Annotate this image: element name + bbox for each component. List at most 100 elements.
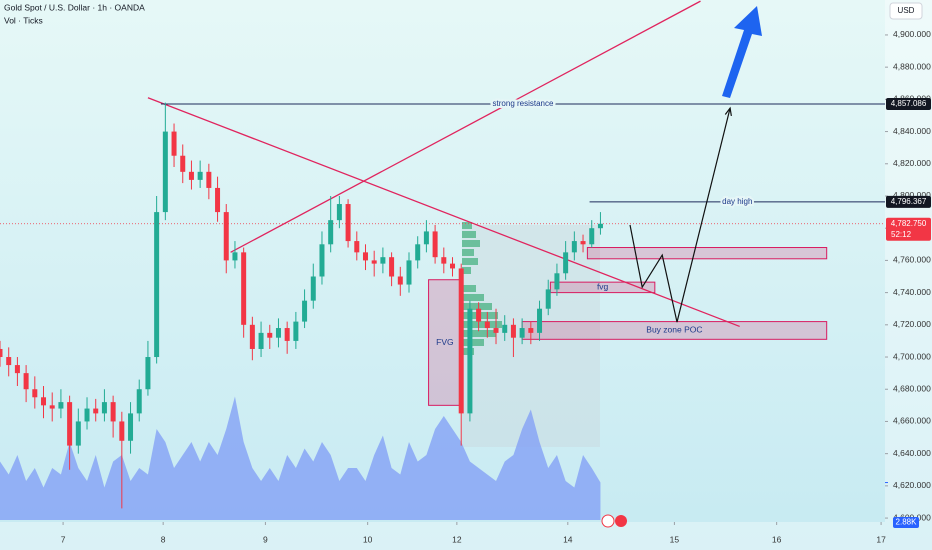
candle-body <box>545 289 551 309</box>
level-price-label: 4,796.367 <box>891 197 927 206</box>
candle-body <box>458 268 464 414</box>
y-tick-label: 4,800.000 <box>893 190 931 200</box>
candle-body <box>41 397 47 406</box>
candle-body <box>171 131 177 156</box>
level-label: day high <box>722 197 752 206</box>
projection-arrowhead <box>724 106 732 117</box>
candle-body <box>145 357 151 390</box>
currency-label[interactable]: USD <box>898 6 915 15</box>
last-price-box <box>886 217 931 241</box>
y-tick-label: 4,740.000 <box>893 287 931 297</box>
candle-body <box>14 365 20 374</box>
flag-icon <box>615 515 627 527</box>
candle-body <box>232 252 238 261</box>
candle-body <box>476 308 482 322</box>
candle-body <box>84 408 90 422</box>
zone-label: Buy zone POC <box>646 325 702 335</box>
x-tick-label: 16 <box>772 534 782 544</box>
volume-profile-bar <box>462 231 476 238</box>
candle-body <box>354 241 360 253</box>
candle-body <box>371 260 377 264</box>
currency-button[interactable] <box>889 2 923 20</box>
candle-body <box>589 228 595 245</box>
volume-profile-bar <box>462 267 471 274</box>
candle-body <box>180 155 186 172</box>
candle-body <box>406 260 412 285</box>
level-price-box <box>886 98 931 111</box>
volume-profile-bar <box>462 222 472 229</box>
volume-profile-bar <box>462 321 502 328</box>
candle-body <box>345 204 351 242</box>
zone <box>549 281 656 294</box>
candle-body <box>580 241 586 245</box>
y-tick-label: 4,760.000 <box>893 255 931 265</box>
volume-profile-bar <box>462 339 484 346</box>
y-tick-label: 4,720.000 <box>893 319 931 329</box>
candle-body <box>432 231 438 258</box>
candle-body <box>128 413 134 441</box>
lines-layer <box>0 0 885 328</box>
y-tick-label: 4,660.000 <box>893 416 931 426</box>
y-tick-label: 4,880.000 <box>893 61 931 71</box>
candle-body <box>197 171 203 180</box>
x-tick-label: 9 <box>263 534 268 544</box>
y-tick-label: 4,840.000 <box>893 126 931 136</box>
candles-layer <box>0 102 603 509</box>
volume-value-label: 2.88K <box>896 518 918 527</box>
zone <box>428 279 462 406</box>
countdown-label: 52:12 <box>891 230 912 239</box>
volume-profile-bar <box>462 303 492 310</box>
volume-profile-bar <box>462 240 480 247</box>
zone-label: FVG <box>436 337 453 347</box>
x-tick-label: 8 <box>161 534 166 544</box>
level-price-box <box>886 195 931 208</box>
candle-body <box>554 273 560 290</box>
event-icon <box>601 514 615 528</box>
candle-body <box>6 357 12 366</box>
candle-body <box>267 332 273 338</box>
indicator-label: Vol · Ticks <box>4 15 43 25</box>
y-tick-label: 4,900.000 <box>893 29 931 39</box>
candle-body <box>450 263 456 269</box>
candle-body <box>441 257 447 264</box>
y-tick-label: 4,640.000 <box>893 448 931 458</box>
candle-body <box>510 324 516 338</box>
candle-body <box>67 402 73 446</box>
projection-path <box>629 107 731 323</box>
candle-body <box>249 324 255 349</box>
y-tick-label: 4,700.000 <box>893 351 931 361</box>
candle-body <box>519 328 525 338</box>
candle-body <box>32 389 38 398</box>
x-tick-label: 17 <box>876 534 886 544</box>
candle-body <box>597 223 603 229</box>
candle-body <box>275 328 281 338</box>
trend-line <box>230 0 701 253</box>
candle-body <box>563 252 569 274</box>
candle-body <box>293 321 299 341</box>
candle-body <box>528 328 534 333</box>
candle-body <box>571 241 577 253</box>
volume-profile-bar <box>462 285 476 292</box>
candle-body <box>380 257 386 264</box>
candle-body <box>328 220 334 245</box>
candle-body <box>336 204 342 221</box>
candle-body <box>415 244 421 261</box>
candle-body <box>537 308 543 333</box>
volume-profile-bar <box>462 249 474 256</box>
zones-layer <box>428 247 828 406</box>
candle-body <box>119 421 125 441</box>
candle-body <box>188 171 194 180</box>
candle-body <box>162 131 168 213</box>
level-label: strong resistance <box>493 99 554 108</box>
time-axis-bg <box>0 522 885 550</box>
labels-layer: 4,600.0004,620.0004,640.0004,660.0004,68… <box>61 29 931 544</box>
volume-area <box>0 396 601 520</box>
y-tick-label: 4,620.000 <box>893 480 931 490</box>
level-price-label: 4,857.086 <box>891 99 927 108</box>
x-tick-label: 12 <box>452 534 462 544</box>
candle-body <box>0 348 3 358</box>
candle-body <box>206 171 212 188</box>
x-tick-label: 10 <box>363 534 373 544</box>
